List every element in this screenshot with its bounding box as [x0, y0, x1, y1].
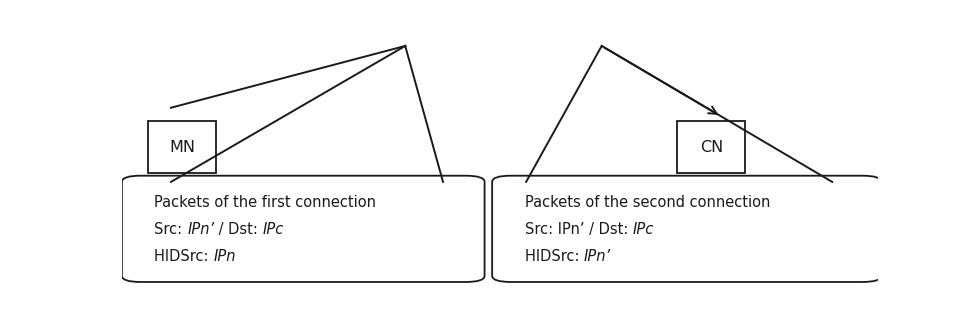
- Text: HIDSrc:: HIDSrc:: [154, 249, 214, 264]
- Text: Src:: Src:: [154, 222, 187, 237]
- Text: / Dst:: / Dst:: [214, 222, 262, 237]
- Text: CN: CN: [700, 140, 722, 155]
- Text: Packets of the first connection: Packets of the first connection: [154, 195, 376, 211]
- Text: Packets of the second connection: Packets of the second connection: [525, 195, 770, 211]
- Text: IPc: IPc: [262, 222, 284, 237]
- Text: MN: MN: [170, 140, 195, 155]
- FancyBboxPatch shape: [122, 176, 485, 282]
- Text: Src: IPn’ / Dst:: Src: IPn’ / Dst:: [525, 222, 633, 237]
- Text: IPc: IPc: [633, 222, 654, 237]
- FancyBboxPatch shape: [678, 121, 745, 173]
- Text: IPn’: IPn’: [584, 249, 611, 264]
- Text: IPn’: IPn’: [187, 222, 214, 237]
- Text: HIDSrc:: HIDSrc:: [525, 249, 584, 264]
- FancyBboxPatch shape: [148, 121, 216, 173]
- FancyBboxPatch shape: [492, 176, 881, 282]
- Text: IPn: IPn: [214, 249, 236, 264]
